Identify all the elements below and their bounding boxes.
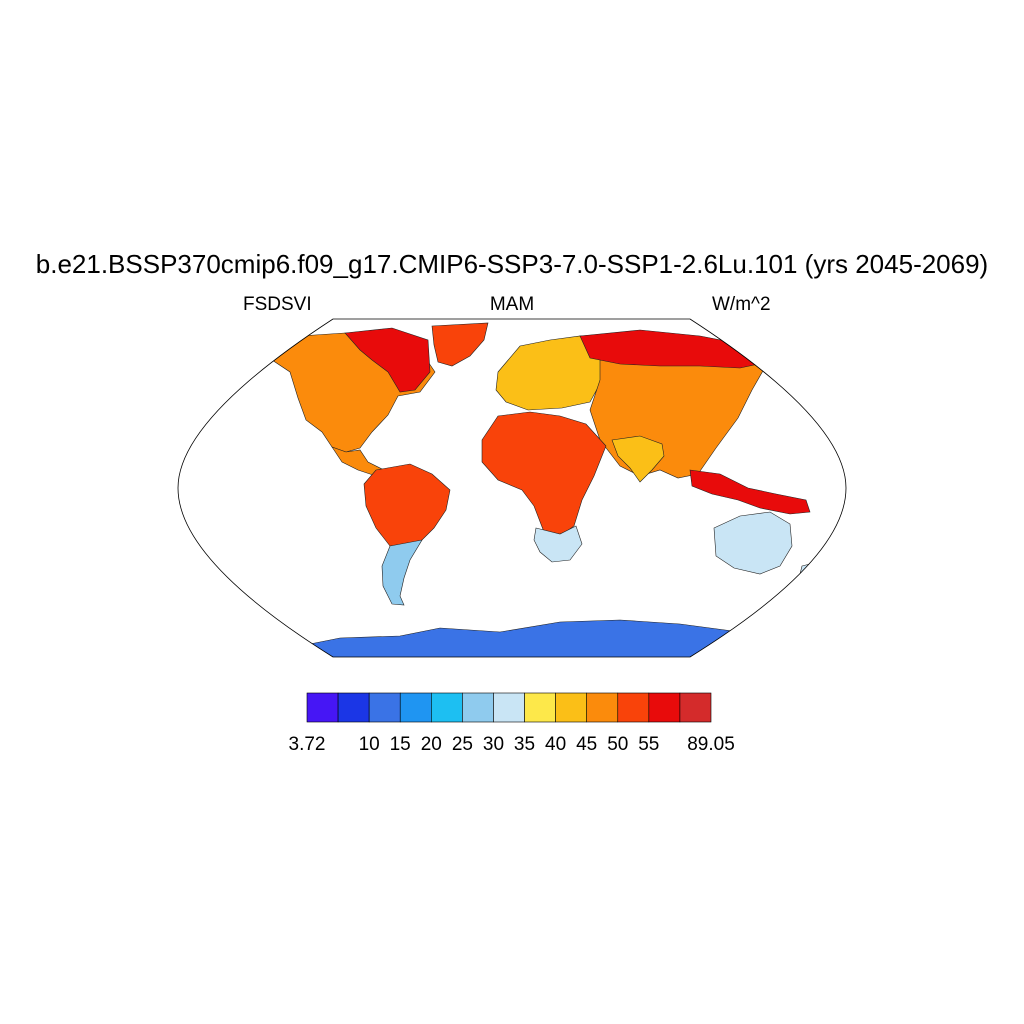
colorbar-tick-label: 30 (482, 734, 505, 755)
colorbar-box (337, 692, 370, 723)
colorbar-tick-label: 50 (607, 734, 629, 755)
colorbar-box (555, 692, 587, 723)
southern-africa (533, 525, 583, 563)
antarctica (289, 619, 761, 657)
figure-title: b.e21.BSSP370cmip6.f09_g17.CMIP6-SSP3-7.… (35, 249, 989, 279)
colorbar-tick-label: 55 (638, 734, 660, 755)
colorbar-box (399, 692, 432, 723)
southeast-asia (689, 469, 811, 515)
greenland (431, 322, 489, 367)
colorbar-box (462, 692, 494, 723)
colorbar-tick-label: 35 (513, 734, 536, 755)
season-label: MAM (489, 294, 535, 315)
colorbar-tick-label: 89.05 (687, 734, 735, 755)
colorbar-tick-label: 15 (389, 734, 411, 755)
colorbar-box (306, 692, 339, 723)
colorbar-tick-label: 25 (451, 734, 473, 755)
colorbar-box (524, 692, 556, 723)
colorbar-tick-label: 20 (420, 734, 442, 755)
colorbar-box (679, 692, 712, 723)
canadian-arctic (344, 327, 431, 393)
europe (495, 335, 603, 411)
colorbar-tick-label: 45 (576, 734, 598, 755)
colorbar-box (368, 692, 401, 723)
colorbar-box (586, 692, 619, 723)
globe-outline (177, 318, 847, 658)
colorbar-tick-label: 3.72 (288, 734, 326, 755)
variable-label: FSDSVI (243, 294, 312, 315)
india (611, 435, 665, 483)
patagonia (381, 539, 423, 606)
siberia (579, 329, 769, 369)
colorbar-box (648, 692, 681, 723)
colorbar-box (617, 692, 650, 723)
units-label: W/m^2 (712, 294, 771, 315)
colorbar-box (493, 692, 525, 723)
australia (713, 511, 793, 575)
colorbar-box (431, 692, 463, 723)
colorbar-tick-label: 40 (545, 734, 567, 755)
colorbar-tick-label: 10 (358, 734, 380, 755)
